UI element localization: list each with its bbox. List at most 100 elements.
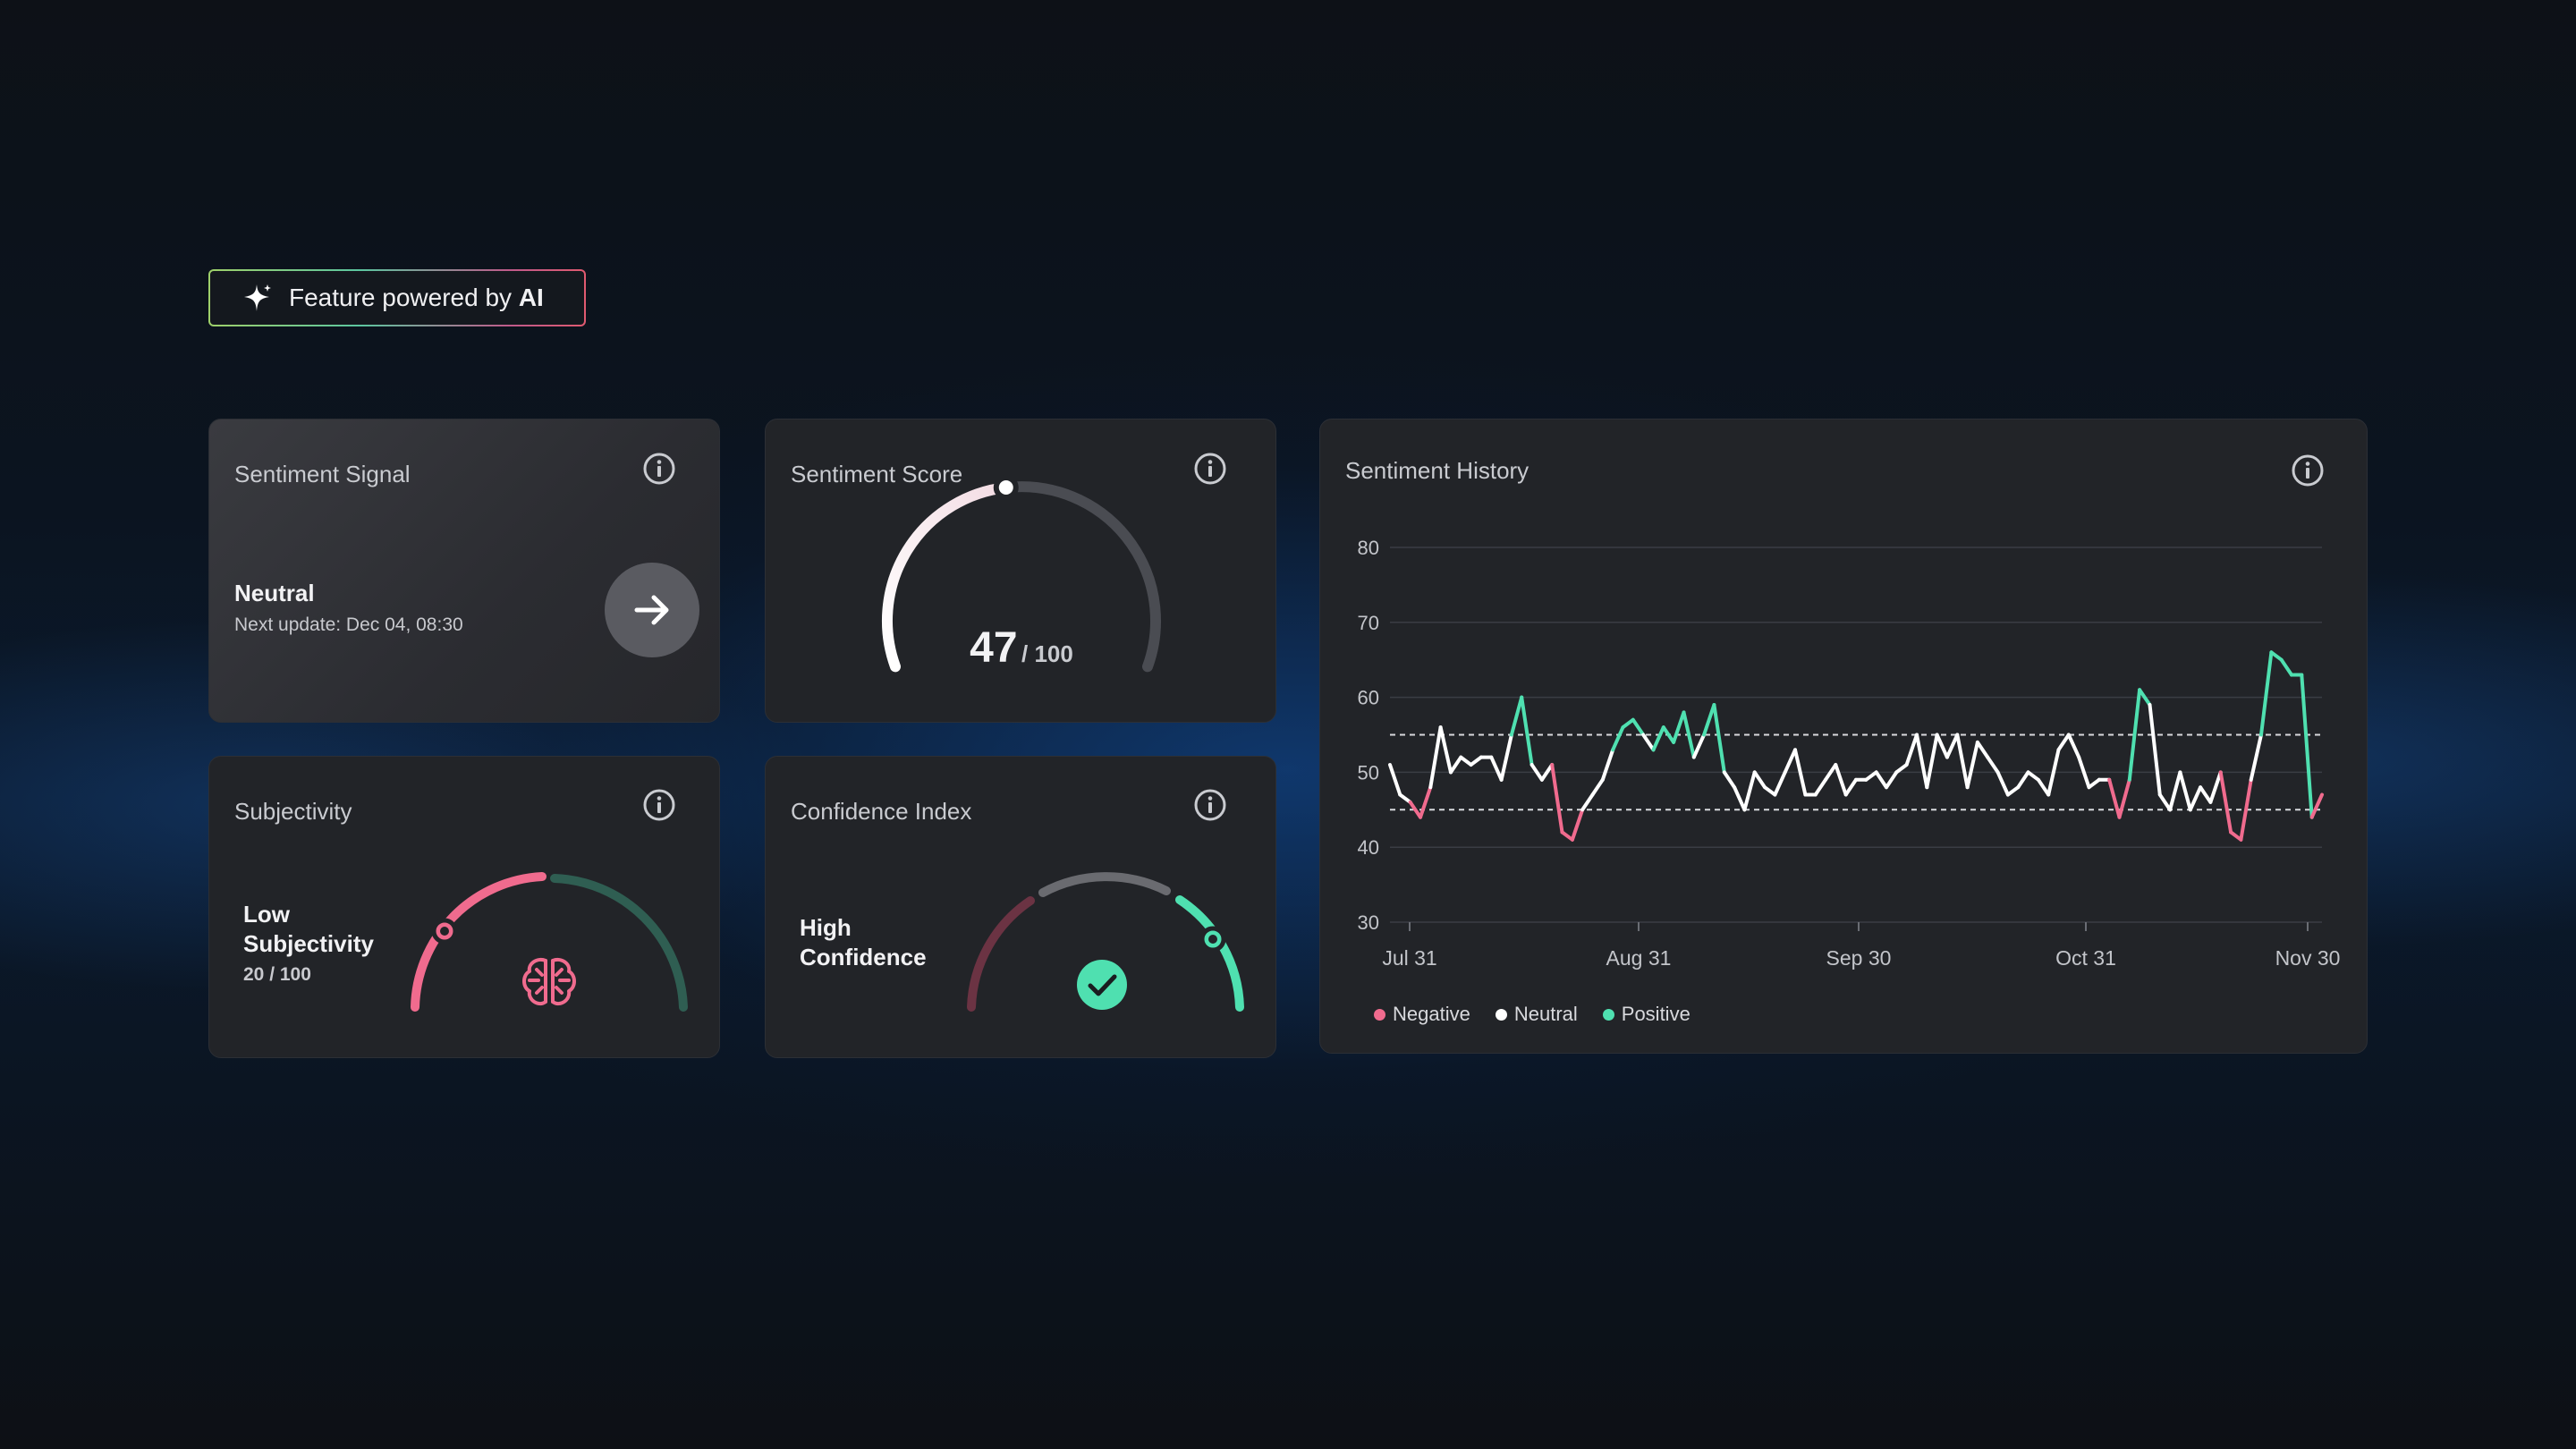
series-line-segment: [2036, 777, 2051, 797]
check-circle-icon: [1077, 960, 1127, 1010]
signal-value: Neutral: [234, 580, 315, 606]
series-line-segment: [1813, 777, 1827, 797]
y-tick-label: 40: [1358, 836, 1379, 859]
series-line-segment: [2026, 770, 2040, 782]
y-tick-label: 50: [1358, 761, 1379, 784]
series-line-segment: [1600, 748, 1615, 782]
series-line-segment: [1793, 748, 1808, 797]
series-line-segment: [2218, 770, 2233, 835]
series-line-segment: [2066, 733, 2081, 759]
series-line-segment: [1621, 717, 1635, 730]
series-line-segment: [2016, 770, 2030, 790]
sentiment-signal-card: Sentiment Signal Neutral Next update: De…: [208, 419, 720, 723]
series-line-segment: [1641, 733, 1656, 752]
ai-badge-text: Feature powered by AI: [289, 284, 544, 311]
series-line-segment: [2127, 688, 2142, 782]
ai-feature-badge: Feature powered by AI: [208, 269, 586, 326]
series-line-segment: [1712, 703, 1726, 775]
info-icon[interactable]: [1193, 452, 1227, 486]
series-line-segment: [1459, 755, 1473, 767]
series-line-segment: [2117, 777, 2131, 819]
info-icon[interactable]: [642, 788, 676, 822]
series-line-segment: [1763, 785, 1777, 797]
info-icon[interactable]: [642, 452, 676, 486]
subjectivity-value: 20 / 100: [243, 964, 311, 985]
score-value: 47: [970, 624, 1018, 672]
chart-legend: Negative Neutral Positive: [1374, 1003, 1690, 1026]
positive-dot: [1602, 1008, 1614, 1021]
sparkle-icon: [244, 284, 271, 311]
series-line-segment: [1388, 763, 1402, 797]
series-line-segment: [1570, 808, 1585, 842]
series-line-segment: [1965, 740, 1979, 790]
series-line-segment: [1631, 717, 1646, 737]
series-line-segment: [1408, 800, 1422, 819]
subjectivity-gauge: [411, 872, 688, 1012]
series-line-segment: [2077, 755, 2091, 790]
score-gauge: [881, 474, 1161, 673]
y-tick-label: 60: [1358, 687, 1379, 709]
series-line-segment: [1428, 725, 1443, 790]
subjectivity-card: Subjectivity Low Subjectivity 20 / 100: [208, 756, 720, 1058]
series-line-segment: [1672, 710, 1686, 744]
negative-dot: [1374, 1008, 1385, 1021]
confidence-label-line1: High: [800, 914, 852, 941]
series-line-segment: [2259, 650, 2274, 737]
confidence-gauge: [967, 872, 1244, 1012]
y-tick-label: 70: [1358, 612, 1379, 634]
next-update-text: Next update: Dec 04, 08:30: [234, 614, 463, 635]
series-line-segment: [1824, 763, 1838, 782]
series-line-segment: [2188, 785, 2203, 812]
series-line-segment: [1590, 777, 1605, 797]
series-line-segment: [1945, 733, 1960, 759]
series-line-segment: [1935, 733, 1949, 759]
series-line-segment: [1904, 733, 1919, 767]
brain-icon: [522, 958, 576, 1006]
series-line-segment: [1986, 755, 2000, 775]
series-line-segment: [1539, 763, 1555, 782]
info-icon[interactable]: [2291, 453, 2325, 487]
series-line-segment: [1843, 777, 1858, 797]
series-line-segment: [2138, 688, 2152, 707]
confidence-index-card: Confidence Index High Confidence: [765, 756, 1276, 1058]
series-line-segment: [1691, 733, 1707, 759]
series-line-segment: [2309, 792, 2324, 819]
series-line-segment: [1752, 770, 1767, 790]
series-line-segment: [1783, 748, 1797, 775]
series-line-segment: [1925, 733, 1939, 790]
card-title: Sentiment History: [1345, 457, 1530, 484]
sentiment-history-card: Sentiment History 30 40 50 60 70 80 Jul 31 Aug …: [1319, 419, 2368, 1054]
card-title: Confidence Index: [791, 798, 972, 825]
score-readout: 47 / 100: [766, 623, 1277, 673]
info-icon[interactable]: [1193, 788, 1227, 822]
signal-arrow-button[interactable]: [605, 563, 699, 657]
legend-item-neutral[interactable]: Neutral: [1495, 1003, 1578, 1026]
legend-item-negative[interactable]: Negative: [1374, 1003, 1470, 1026]
series-line-segment: [1773, 770, 1787, 797]
series-line-segment: [2005, 785, 2021, 797]
series-line-segment: [2178, 770, 2192, 812]
legend-item-positive[interactable]: Positive: [1602, 1003, 1690, 1026]
x-tick-label: Jul 31: [1382, 946, 1436, 970]
subjectivity-label-line1: Low: [243, 901, 290, 928]
series-line-segment: [1996, 770, 2010, 797]
legend-label: Negative: [1393, 1003, 1470, 1025]
series-line-segment: [2239, 777, 2253, 842]
series-line-segment: [1742, 770, 1757, 812]
series-line-segment: [1834, 763, 1848, 797]
series-line-segment: [2269, 650, 2284, 662]
legend-label: Neutral: [1513, 1003, 1578, 1025]
series-line-segment: [1489, 755, 1504, 782]
x-tick-label: Sep 30: [1826, 946, 1892, 970]
arrow-right-icon: [634, 595, 669, 625]
series-line-segment: [1469, 755, 1483, 767]
history-chart: 30 40 50 60 70 80 Jul 31 Aug 31 Sep 30 Oct 31 Nov …: [1358, 537, 2341, 970]
card-title: Subjectivity: [234, 798, 352, 825]
series-line-segment: [1722, 770, 1737, 790]
series-line-segment: [1499, 733, 1513, 782]
series-line-segment: [1733, 785, 1747, 812]
x-tick-label: Oct 31: [2055, 946, 2116, 970]
subjectivity-label-line2: Subjectivity: [243, 930, 374, 957]
card-title: Sentiment Signal: [234, 461, 411, 487]
series-line-segment: [1560, 830, 1574, 842]
